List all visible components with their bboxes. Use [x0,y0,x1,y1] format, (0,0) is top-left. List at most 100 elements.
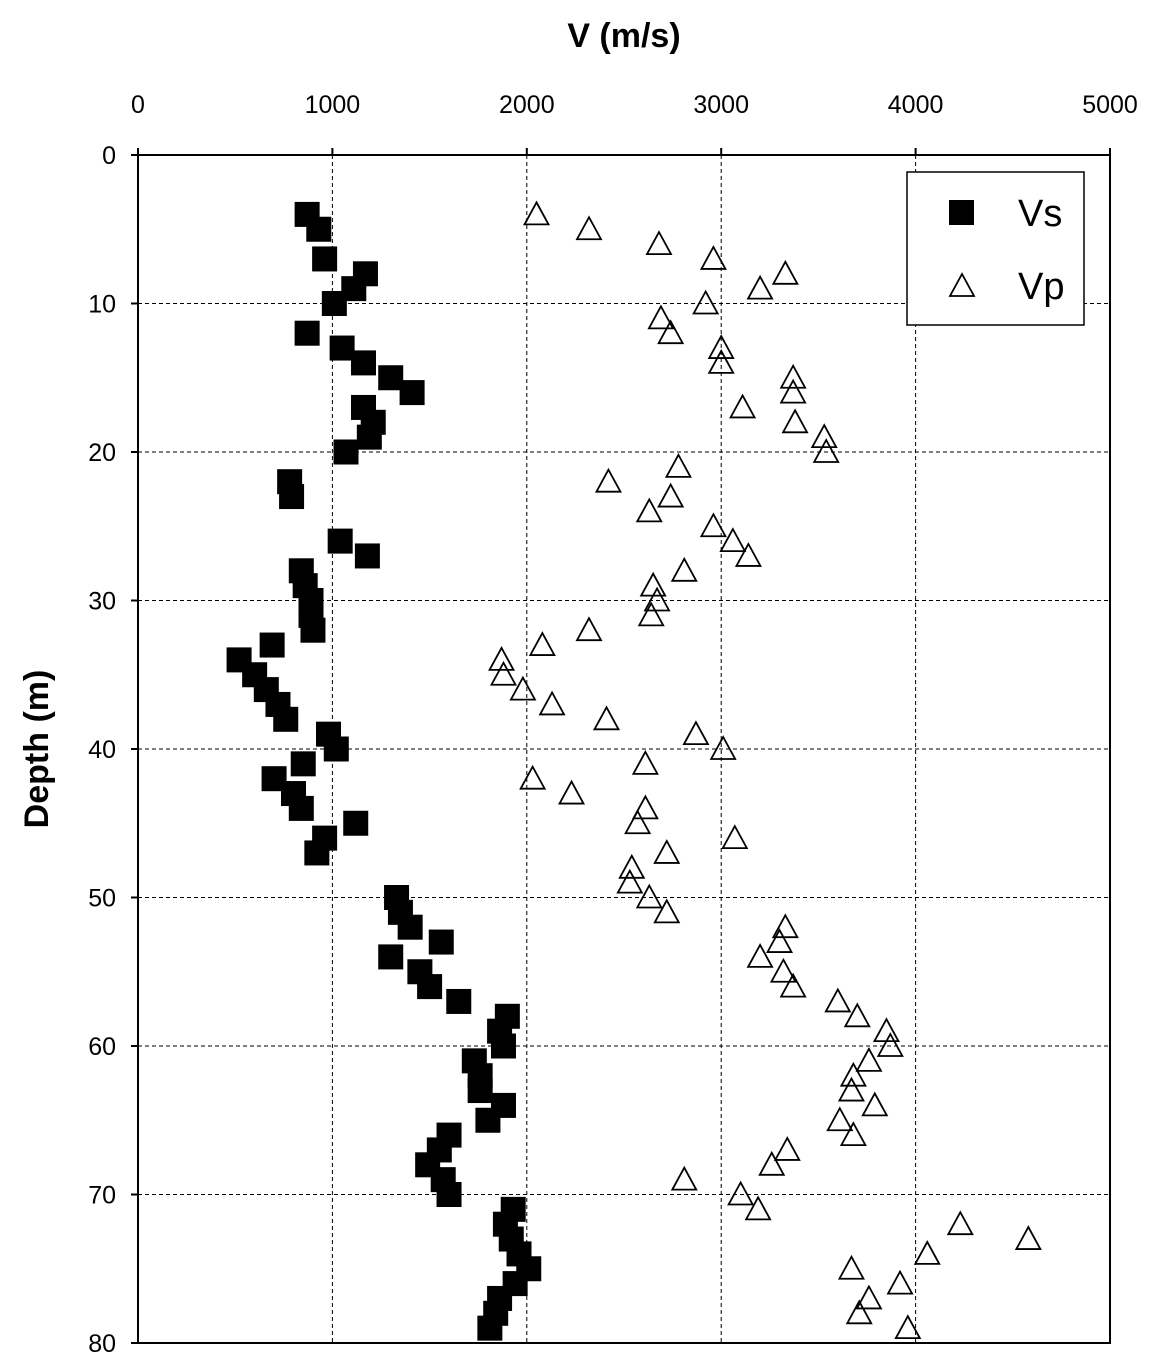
y-tick-label: 80 [88,1330,116,1355]
vp-point [670,556,698,582]
y-tick-label: 40 [88,736,116,764]
vp-point [769,957,797,983]
vp-point [699,245,727,270]
axis-ticks: 0 1000 2000 3000 4000 5000 0 10 20 30 40 50 60 70 80 [88,91,1138,1355]
vp-point [509,675,537,701]
y-tick-label: 50 [88,885,116,913]
y-tick-label: 0 [102,142,116,170]
vs-point [294,320,320,346]
vp-point [645,230,673,256]
vp-point [657,482,685,508]
vs-point [333,439,359,465]
legend-vs-marker [949,200,974,225]
vs-point [428,929,454,955]
vs-point [417,974,443,1000]
vp-point [488,646,516,671]
vp-point [664,452,692,478]
vp-point [631,749,659,775]
legend-box [906,171,1085,326]
vp-point [729,393,757,419]
vp-point [734,542,762,567]
vp-point [779,363,807,389]
vs-point [327,528,353,554]
vs-point [436,1182,462,1207]
vp-point [682,720,710,746]
legend-vs-label: Vs [1018,193,1062,235]
vp-point [771,259,799,285]
legend-vp-label: Vp [1018,266,1064,308]
vs-point [306,216,332,242]
vs-point [467,1078,493,1104]
vp-point [624,809,652,835]
vp-point [692,289,720,315]
vs-point [259,632,285,658]
y-tick-label: 30 [88,588,116,616]
vp-point [653,839,681,864]
vs-point [288,795,314,821]
y-tick-label: 60 [88,1033,116,1061]
vp-point [719,527,747,552]
vp-point [758,1150,786,1176]
vp-point [886,1269,914,1295]
vs-point [477,1315,503,1341]
vp-point [594,467,622,493]
legend: Vs Vp [906,171,1085,326]
vp-point [746,943,774,968]
vp-point [771,913,799,939]
vs-point [312,246,338,272]
vp-point [894,1314,922,1340]
vs-point [399,380,425,406]
vp-point [839,1121,867,1146]
vs-point [446,988,472,1014]
vp-point [837,1076,865,1102]
vs-point [321,291,347,316]
x-tick-label: 2000 [499,91,555,119]
vp-point [779,378,807,404]
vp-point [946,1210,974,1236]
vp-point [489,660,517,686]
vp-point [528,631,556,656]
grid-lines [138,155,1110,1343]
vp-point [635,497,663,523]
vp-point [631,794,659,820]
vp-point [746,274,774,300]
vs-point [279,484,305,510]
x-tick-label: 4000 [888,91,944,119]
vp-point [876,1032,904,1057]
vp-point [1014,1225,1042,1250]
vp-point [855,1046,883,1072]
vp-point [779,972,807,998]
vp-point [538,690,566,716]
vp-point [812,438,840,463]
vp-point [699,512,727,538]
vp-point [575,616,603,642]
vp-point [653,898,681,924]
vs-point [290,751,316,777]
vs-point [378,365,404,391]
vp-point [839,1061,867,1087]
y-tick-label: 70 [88,1182,116,1210]
vs-point [378,944,404,970]
vs-point [475,1107,501,1133]
vp-point [707,334,735,359]
vp-point [824,987,852,1013]
y-tick-label: 20 [88,439,116,467]
vp-point [523,200,551,226]
legend-vp-marker [948,272,976,297]
vs-point [304,840,330,866]
vp-point [639,571,667,597]
vp-point [643,586,671,612]
x-tick-label: 5000 [1082,91,1138,119]
vs-point [397,914,423,940]
vs-point [356,424,382,450]
vp-point [843,1002,871,1028]
vp-point [744,1195,772,1221]
vp-point [727,1180,755,1206]
x-tick-label: 1000 [305,91,361,119]
x-tick-label: 0 [131,91,145,119]
vs-point [354,543,380,569]
vp-point [826,1106,854,1132]
vp-point [845,1299,873,1325]
vs-point [300,617,326,643]
